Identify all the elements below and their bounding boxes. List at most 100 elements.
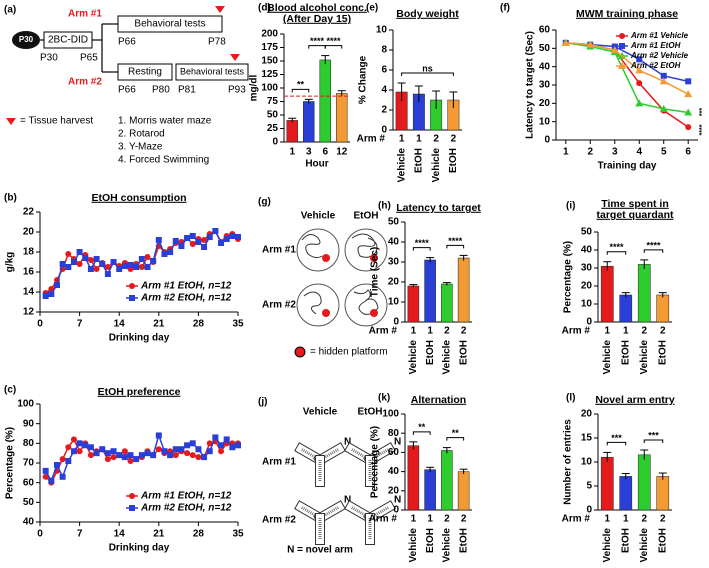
marker xyxy=(129,283,135,289)
bar xyxy=(336,93,348,143)
arm-number: 2 xyxy=(451,134,457,145)
significance-label: **** xyxy=(646,240,661,250)
maze-track xyxy=(350,505,371,520)
arm-number: 2 xyxy=(444,326,450,337)
marker xyxy=(619,33,625,39)
x-axis-label: Training day xyxy=(598,161,657,172)
time-label: P66 xyxy=(118,85,136,96)
marker xyxy=(138,452,145,459)
row-label: Arm #1 xyxy=(262,457,296,468)
marker xyxy=(42,473,49,480)
marker xyxy=(635,66,644,74)
arm-mark: N xyxy=(394,437,401,448)
y-tick-label: 5 xyxy=(586,481,592,492)
y-tick-label: 100 xyxy=(382,409,399,420)
x-tick-label: 28 xyxy=(193,319,205,330)
marker xyxy=(82,255,89,261)
marker xyxy=(53,282,60,288)
y-tick-label: 30 xyxy=(581,263,593,274)
x-tick-label: 1 xyxy=(289,147,295,158)
x-tick-label: 28 xyxy=(193,529,205,540)
significance-bracket xyxy=(606,251,627,255)
y-axis-label: % Change xyxy=(358,55,369,104)
ymaze-diagram: (j) Vehicle EtOH Arm #1 Arm #2 N = novel… xyxy=(258,397,401,556)
y-tick-label: 0 xyxy=(586,317,592,328)
y-tick-label: 15 xyxy=(581,433,593,444)
marker xyxy=(659,77,668,85)
x-tick-label: Vehicle xyxy=(431,148,442,183)
row-label: Arm #2 xyxy=(262,515,296,526)
marker xyxy=(178,243,185,249)
marker xyxy=(201,237,208,243)
marker xyxy=(48,291,55,297)
x-axis-label: Hour xyxy=(305,159,328,170)
bar xyxy=(319,59,331,143)
marker xyxy=(121,263,128,269)
marker xyxy=(129,493,135,499)
marker xyxy=(65,264,72,270)
arm-number: 2 xyxy=(660,326,666,337)
y-tick-label: 80 xyxy=(23,438,35,449)
marker xyxy=(87,452,94,459)
column-label: EtOH xyxy=(358,407,383,418)
marker xyxy=(184,450,191,457)
y-tick-label: 50 xyxy=(581,227,593,238)
marker xyxy=(116,266,123,272)
bar xyxy=(424,469,436,511)
significance-bracket xyxy=(412,247,431,251)
marker xyxy=(155,432,162,439)
x-header: Arm # xyxy=(562,326,591,337)
bar xyxy=(441,283,453,323)
pool xyxy=(344,283,388,327)
y-tick-label: 40 xyxy=(23,517,35,528)
y-tick-label: 18 xyxy=(23,247,35,258)
marker xyxy=(138,264,145,270)
chart-panel: (c) EtOH preference405060708090100Percent… xyxy=(4,385,244,554)
arm-number: 2 xyxy=(641,514,647,525)
significance-label: *** xyxy=(699,108,706,116)
significance-bracket xyxy=(324,45,343,49)
y-axis-label: Percentage (%) xyxy=(563,241,574,313)
x-tick-label: Vehicle xyxy=(639,340,650,375)
marker xyxy=(685,78,692,85)
marker xyxy=(127,262,134,268)
bar xyxy=(457,471,470,511)
platform xyxy=(370,309,378,317)
time-label: P93 xyxy=(228,85,246,96)
marker xyxy=(206,234,213,240)
swim-path xyxy=(301,234,323,259)
marker xyxy=(223,436,230,443)
arm-number: 1 xyxy=(427,326,433,337)
significance-bracket xyxy=(446,244,465,249)
y-tick-label: 0 xyxy=(381,125,387,136)
arm-mark: N xyxy=(344,437,351,448)
panel-label: (l) xyxy=(566,393,575,404)
marker xyxy=(155,446,162,453)
x-axis-label: Drinking day xyxy=(109,333,170,344)
column-label: Vehicle xyxy=(303,407,338,418)
x-tick-label: 14 xyxy=(114,319,126,330)
swim-path xyxy=(303,291,322,315)
chart-title: target quardant xyxy=(596,209,674,221)
y-tick-label: 100 xyxy=(17,399,34,410)
bar xyxy=(637,454,651,511)
time-label: P78 xyxy=(208,37,226,48)
time-label: P81 xyxy=(178,85,196,96)
bar xyxy=(424,259,436,323)
x-tick-label: Vehicle xyxy=(442,340,453,375)
marker xyxy=(161,448,168,455)
arm-number: 1 xyxy=(399,134,405,145)
marker xyxy=(116,452,123,459)
y-tick-label: 10 xyxy=(388,297,400,308)
y-tick-label: 10 xyxy=(376,25,388,36)
y-tick-label: 20 xyxy=(581,281,593,292)
x-tick-label: 0 xyxy=(37,319,43,330)
swim-path xyxy=(353,289,379,315)
y-tick-label: 0 xyxy=(393,317,399,328)
x-tick-label: EtOH xyxy=(657,528,668,553)
legend-label: Arm #1 EtOH, n=12 xyxy=(140,281,232,292)
chart-title: EtOH consumption xyxy=(91,192,186,204)
x-tick-label: 4 xyxy=(636,147,642,158)
x-tick-label: 3 xyxy=(612,147,618,158)
panel-label: (f) xyxy=(500,3,510,14)
